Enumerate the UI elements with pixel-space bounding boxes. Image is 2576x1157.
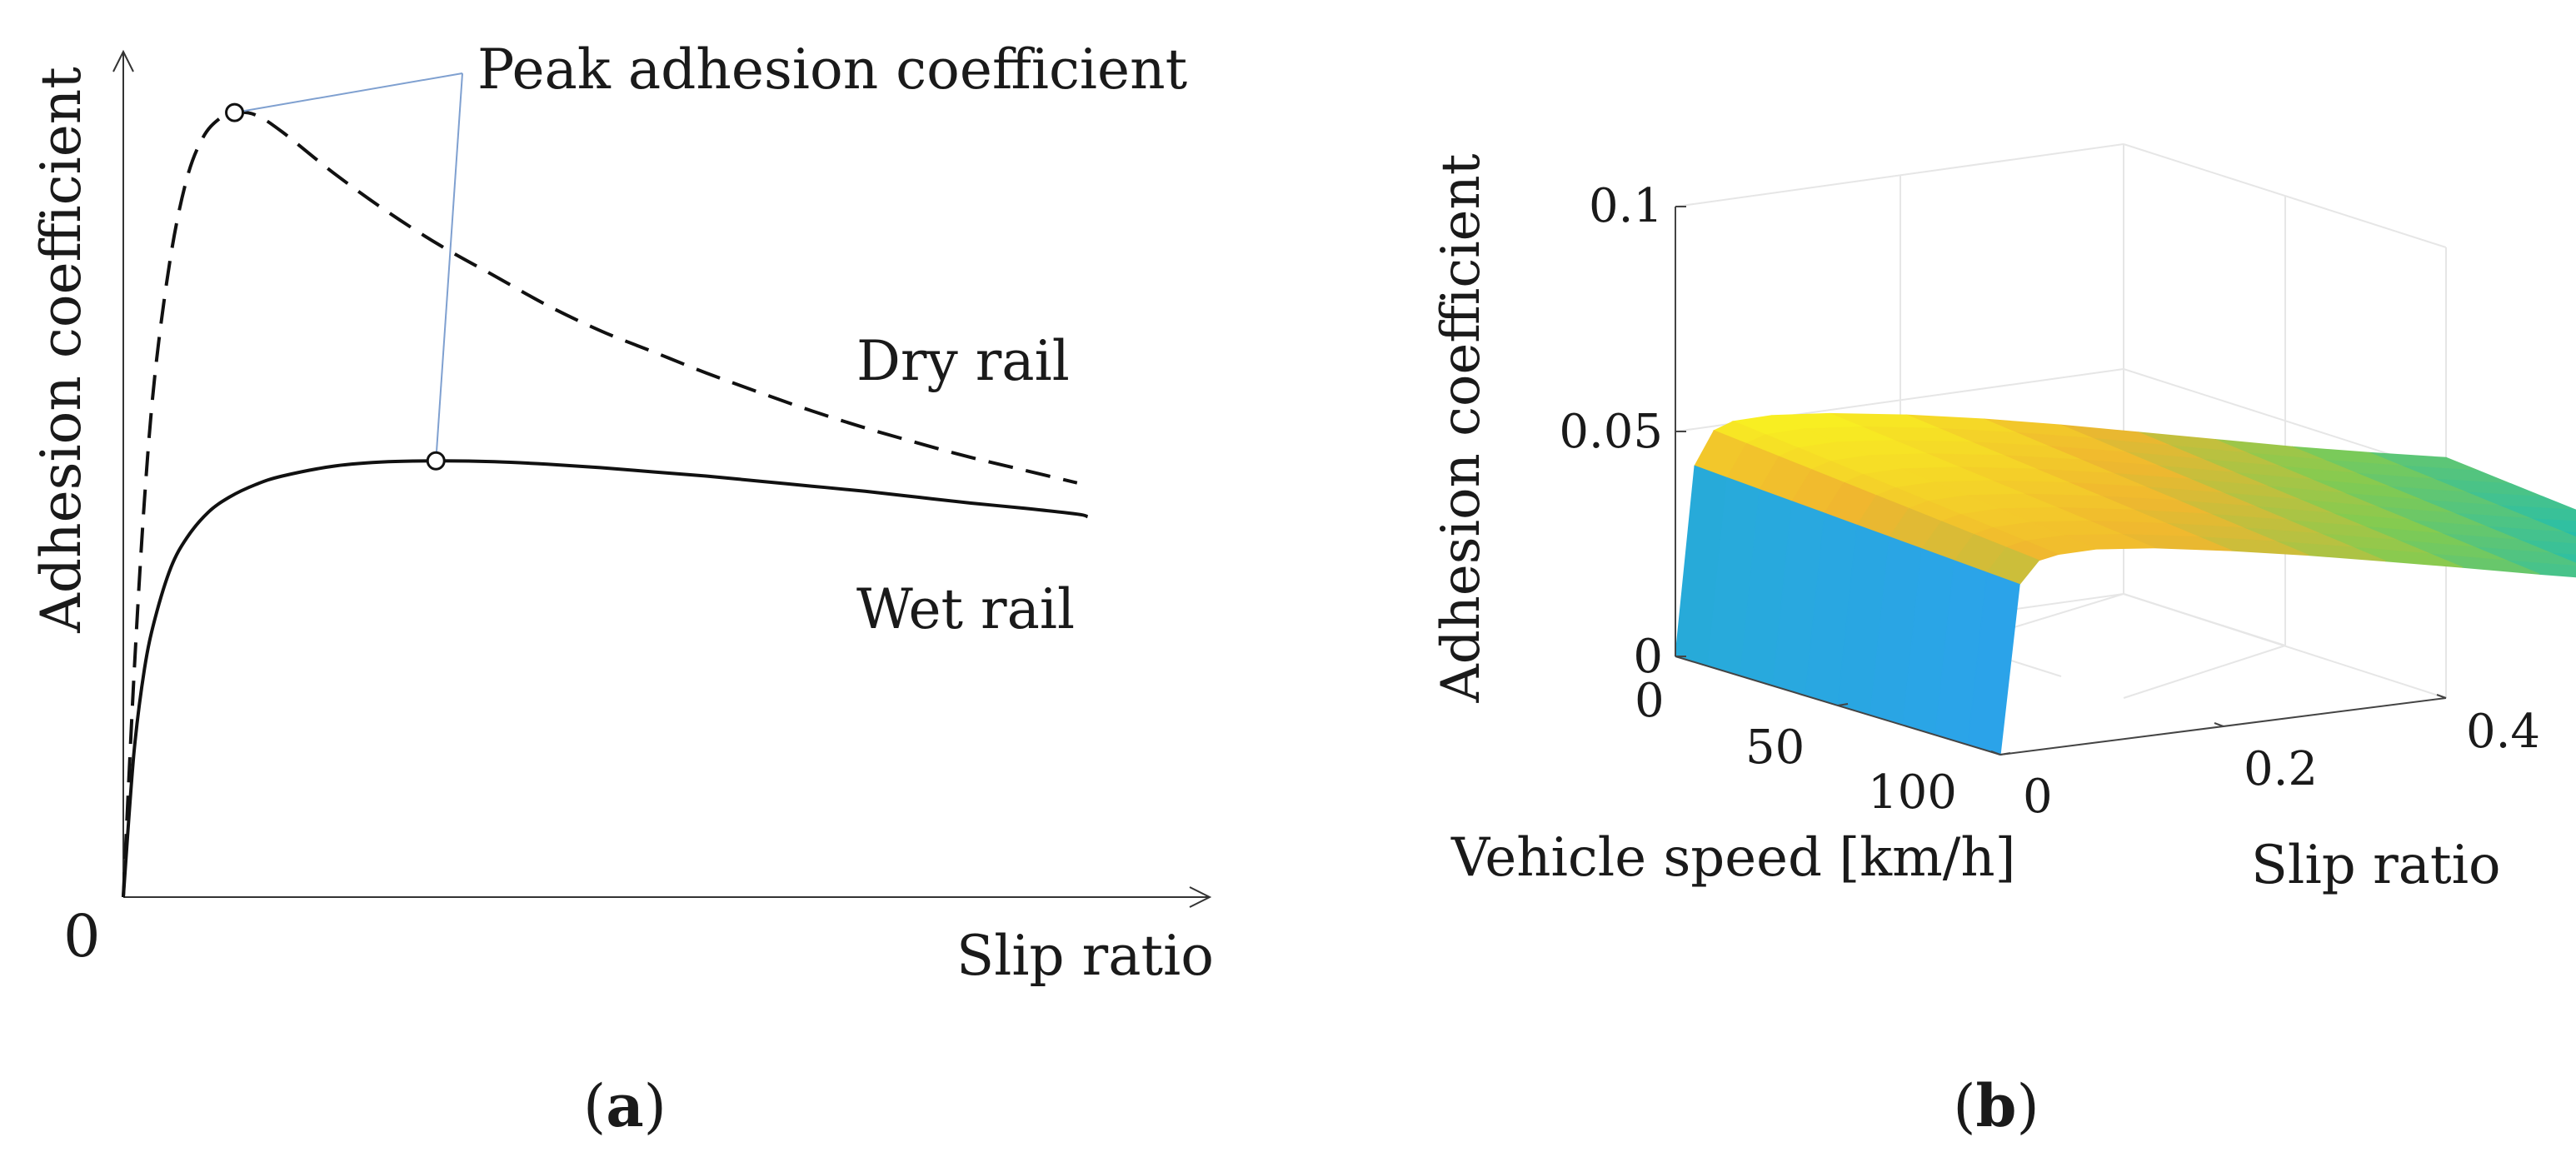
annotation-peak-label: Peak adhesion coefficient bbox=[477, 37, 1187, 102]
z-axis-label: Adhesion coefficient bbox=[1430, 153, 1492, 703]
z-tick-label-0.1: 0.1 bbox=[1589, 179, 1663, 233]
annotation-callouts bbox=[234, 72, 463, 461]
z-ticks bbox=[1675, 206, 1686, 657]
series-line-dry-rail bbox=[122, 110, 1078, 898]
y-axis-arrowhead bbox=[112, 49, 134, 72]
x-axis-arrowhead bbox=[1189, 886, 1212, 908]
y-tick-label-0.2: 0.2 bbox=[2244, 742, 2318, 796]
y-axis-label: Adhesion coefficient bbox=[29, 67, 93, 634]
y-tick-label-0: 0 bbox=[2023, 770, 2053, 824]
series-line-wet-rail bbox=[122, 459, 1089, 898]
z-tick-label-0: 0 bbox=[1633, 630, 1663, 684]
peak-marker-wet-rail bbox=[426, 451, 446, 471]
series-group bbox=[122, 110, 1089, 898]
series-label-wet-rail: Wet rail bbox=[856, 577, 1075, 641]
y-tick-label-0.4: 0.4 bbox=[2466, 705, 2540, 759]
x-tick-label-0: 0 bbox=[1635, 674, 1665, 728]
origin-label: 0 bbox=[63, 902, 101, 970]
y-ticks-slip bbox=[1990, 694, 2447, 756]
panel-label-a-letter: a bbox=[606, 1071, 643, 1140]
peak-marker-dry-rail bbox=[225, 102, 245, 122]
panel-label-b: (b) bbox=[1953, 1071, 2039, 1140]
callout-line-wet-rail bbox=[435, 72, 463, 461]
x-axis-label-speed: Vehicle speed [km/h] bbox=[1450, 827, 2016, 889]
panel-label-a: (a) bbox=[583, 1071, 666, 1140]
adhesion-surface bbox=[1675, 412, 2576, 756]
panel-b-surface-plot: 0 0.05 0.1 0 50 100 0 0.2 0.4 Adhesion c… bbox=[1430, 143, 2576, 1140]
peak-markers bbox=[225, 102, 446, 471]
series-label-dry-rail: Dry rail bbox=[856, 329, 1070, 393]
z-tick-label-0.05: 0.05 bbox=[1559, 405, 1663, 459]
x-tick-label-50: 50 bbox=[1745, 721, 1805, 775]
x-axis-label: Slip ratio bbox=[956, 924, 1214, 988]
panel-a-line-chart: Peak adhesion coefficient Dry rail Wet r… bbox=[29, 37, 1214, 1140]
panel-label-b-letter: b bbox=[1976, 1071, 2017, 1140]
x-tick-label-100: 100 bbox=[1868, 766, 1957, 820]
callout-line-dry-rail bbox=[234, 72, 463, 114]
y-axis-label-slip: Slip ratio bbox=[2251, 835, 2501, 896]
x-ticks-speed bbox=[1837, 703, 2011, 756]
